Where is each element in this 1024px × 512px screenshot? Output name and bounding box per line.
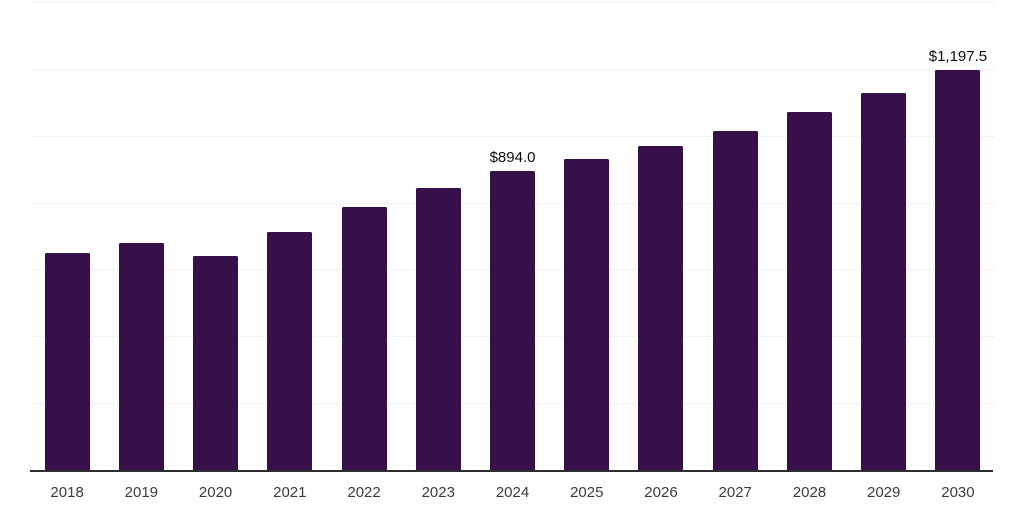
bar-cell-2025 — [550, 2, 624, 470]
gridline-1000 — [30, 135, 995, 137]
bar-cell-2029 — [847, 2, 921, 470]
bar-2022 — [341, 207, 387, 470]
x-tick-2023: 2023 — [421, 484, 455, 501]
bar-cell-2021 — [253, 2, 327, 470]
x-tick-2019: 2019 — [124, 484, 159, 501]
bar-2030 — [935, 69, 981, 470]
x-axis-line — [30, 470, 993, 472]
bar-cell-2026 — [624, 2, 698, 470]
bar-cell-2018 — [30, 2, 104, 470]
x-tick-2021: 2021 — [273, 484, 307, 501]
x-tick-2020: 2020 — [198, 484, 233, 501]
bar-cell-2030: $1,197.5 — [921, 2, 995, 470]
x-tick-2029: 2029 — [867, 484, 901, 501]
bar-2023 — [415, 187, 461, 470]
bar-2027 — [712, 131, 758, 470]
gridline-1200 — [30, 68, 995, 70]
x-tick-2025: 2025 — [570, 484, 604, 501]
x-axis-labels: 2018 2019 2020 2021 2022 2023 2024 2025 2026 2027… — [30, 484, 995, 502]
x-tick-2026: 2026 — [644, 484, 678, 501]
bar-2020 — [193, 256, 239, 470]
x-tick-2030: 2030 — [941, 484, 975, 501]
bar-cell-2024: $894.0 — [475, 2, 549, 470]
x-tick-2022: 2022 — [347, 484, 381, 501]
bar-2028 — [786, 112, 832, 470]
bar-2024 — [490, 171, 536, 470]
bar-value-label-2024: $894.0 — [489, 149, 536, 167]
bar-2025 — [564, 159, 610, 470]
bar-cell-2022 — [327, 2, 401, 470]
x-tick-2024: 2024 — [495, 484, 530, 501]
x-tick-2018: 2018 — [50, 484, 84, 501]
bar-2018 — [44, 252, 90, 470]
bar-cell-2019 — [104, 2, 178, 470]
plot-area: $894.0 $1,197.5 — [30, 2, 995, 472]
bar-cell-2023 — [401, 2, 475, 470]
x-tick-2028: 2028 — [792, 484, 827, 501]
bar-cell-2028 — [772, 2, 846, 470]
bar-2026 — [638, 145, 684, 470]
bar-value-label-2030: $1,197.5 — [928, 47, 988, 65]
bar-cell-2020 — [178, 2, 252, 470]
bars-row: $894.0 $1,197.5 — [30, 2, 995, 470]
bar-2021 — [267, 232, 313, 470]
x-tick-2027: 2027 — [718, 484, 752, 501]
gridline-1400 — [30, 2, 995, 3]
bar-cell-2027 — [698, 2, 772, 470]
bar-2029 — [861, 92, 907, 470]
bar-2019 — [118, 242, 164, 470]
